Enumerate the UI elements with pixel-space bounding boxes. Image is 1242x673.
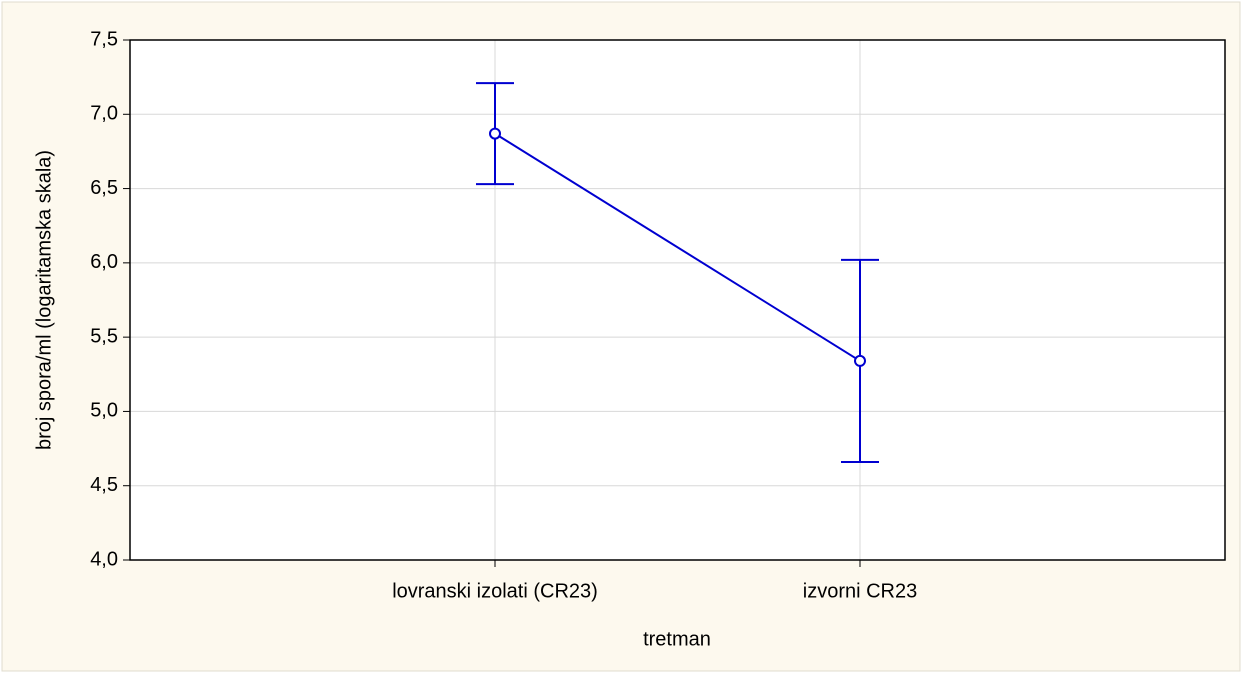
x-tick-label: izvorni CR23: [803, 580, 917, 602]
point: [489, 127, 501, 140]
line: [494, 132, 861, 362]
x-axis-label: tretman: [643, 628, 711, 650]
y-tick-label: 4,0: [90, 548, 118, 570]
y-tick-label: 5,5: [90, 325, 118, 347]
y-tick-label: 7,5: [90, 28, 118, 50]
point: [854, 354, 866, 367]
plot-frame: [129, 39, 1226, 561]
plot-area: [130, 40, 1225, 560]
y-tick-label: 6,5: [90, 177, 118, 199]
y-tick-label: 6,0: [90, 251, 118, 273]
y-axis-label: broj spora/ml (logaritamska skala): [33, 150, 55, 450]
y-tick-label: 7,0: [90, 103, 118, 125]
x-tick-label: lovranski izolati (CR23): [392, 580, 598, 602]
y-tick-label: 5,0: [90, 400, 118, 422]
y-tick-label: 4,5: [90, 474, 118, 496]
